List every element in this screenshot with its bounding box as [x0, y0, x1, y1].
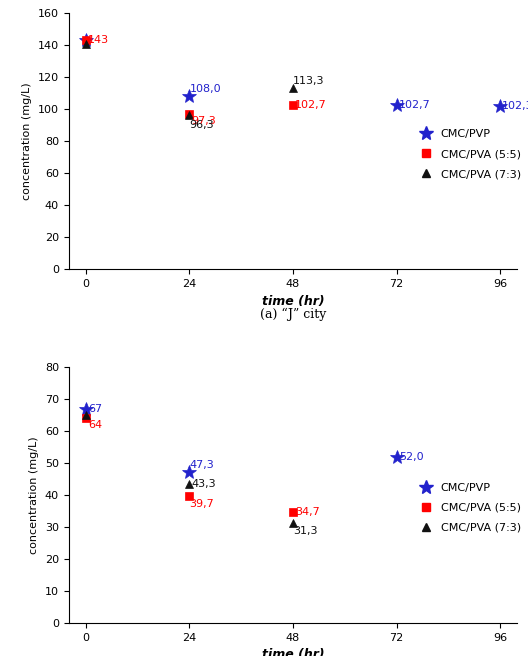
Text: 31,3: 31,3 — [293, 526, 317, 536]
Text: 113,3: 113,3 — [293, 76, 325, 86]
Text: 34,7: 34,7 — [295, 507, 320, 517]
Legend: CMC/PVP, CMC/PVA (5:5), CMC/PVA (7:3): CMC/PVP, CMC/PVA (5:5), CMC/PVA (7:3) — [415, 483, 521, 533]
Text: 47,3: 47,3 — [190, 460, 214, 470]
Text: 64: 64 — [88, 420, 102, 430]
X-axis label: time (hr): time (hr) — [262, 649, 324, 656]
Text: 108,0: 108,0 — [190, 85, 221, 94]
Text: (a) “J” city: (a) “J” city — [260, 308, 326, 321]
Text: 102,7: 102,7 — [295, 100, 327, 110]
Y-axis label: concentration (mg/L): concentration (mg/L) — [22, 83, 32, 200]
X-axis label: time (hr): time (hr) — [262, 295, 324, 308]
Text: 97,3: 97,3 — [192, 115, 216, 125]
Text: 102,7: 102,7 — [399, 100, 430, 110]
Text: 39,7: 39,7 — [190, 499, 214, 509]
Legend: CMC/PVP, CMC/PVA (5:5), CMC/PVA (7:3): CMC/PVP, CMC/PVA (5:5), CMC/PVA (7:3) — [415, 129, 521, 179]
Text: 96,3: 96,3 — [190, 120, 214, 130]
Text: 67: 67 — [88, 403, 102, 413]
Text: 102,3: 102,3 — [502, 100, 528, 111]
Text: 52,0: 52,0 — [399, 451, 423, 462]
Text: 143: 143 — [88, 35, 109, 45]
Y-axis label: concentration (mg/L): concentration (mg/L) — [29, 436, 39, 554]
Text: 43,3: 43,3 — [192, 480, 216, 489]
